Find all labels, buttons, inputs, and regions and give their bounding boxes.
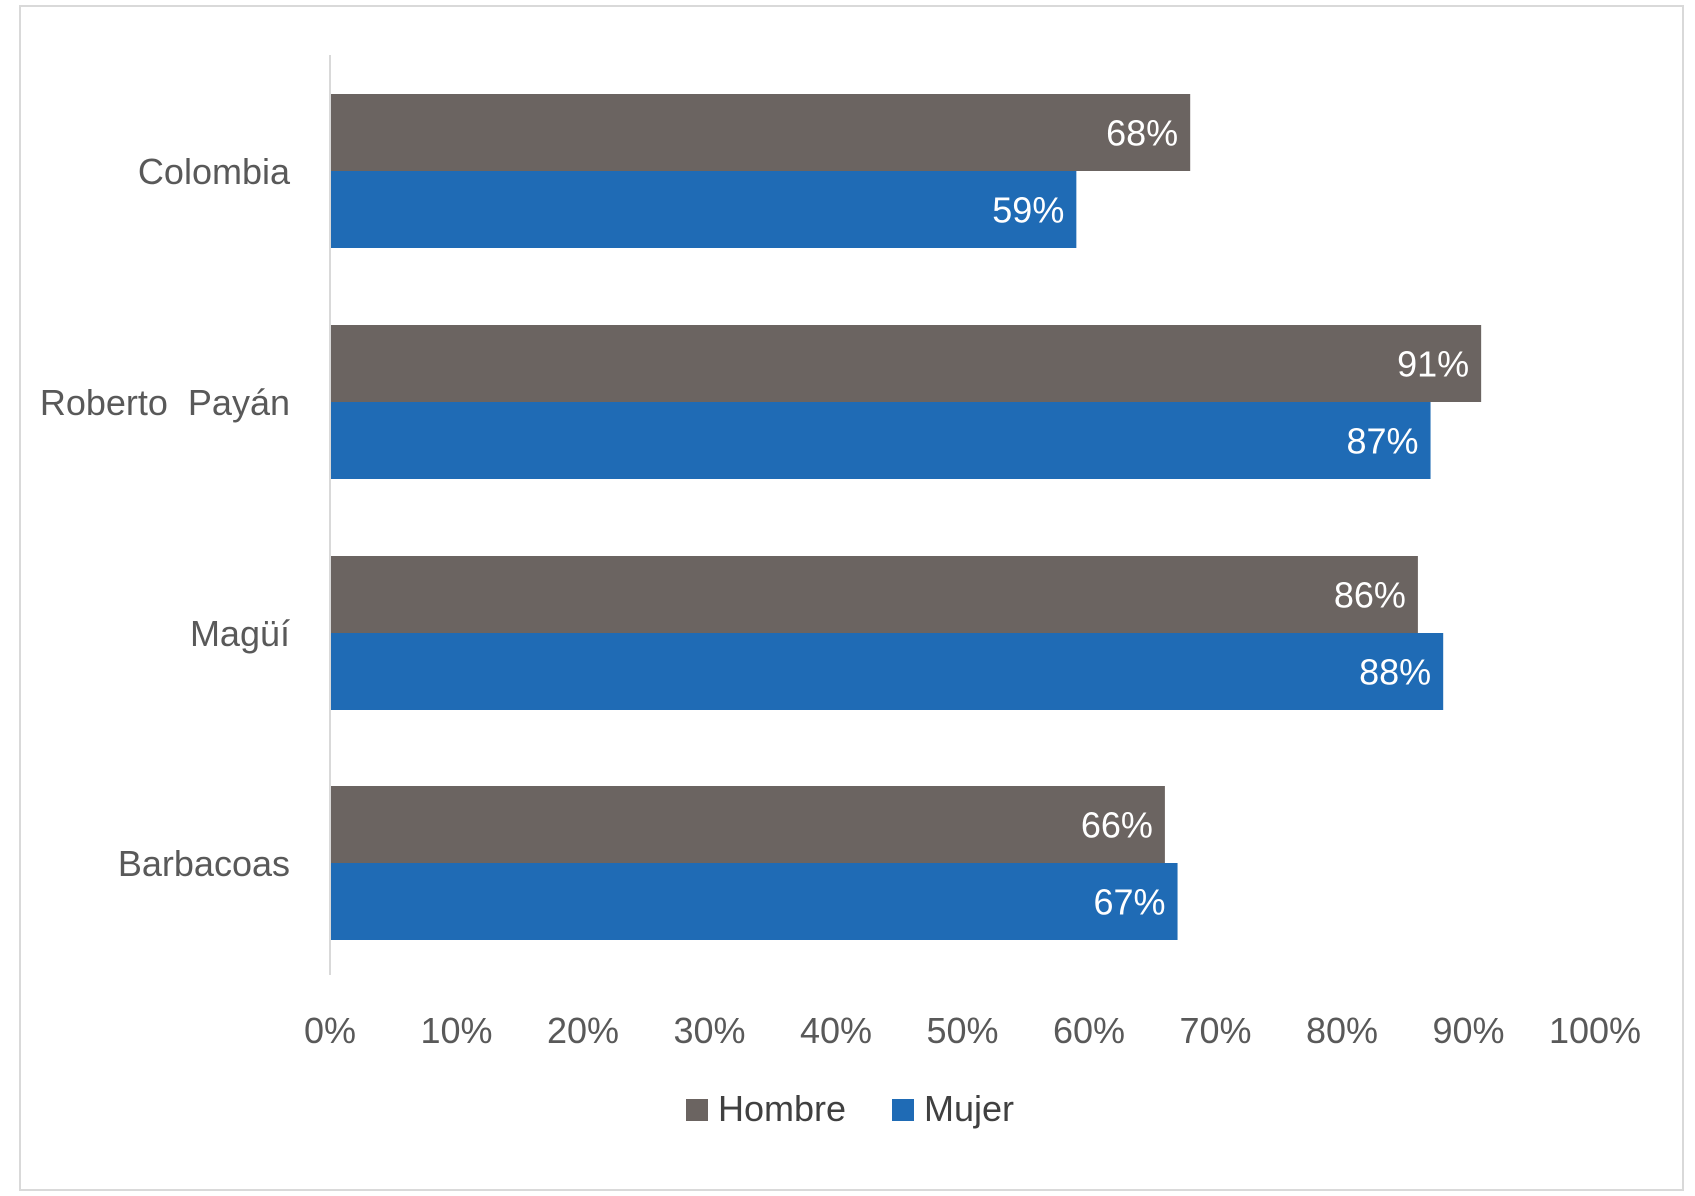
bar-mujer-0 (330, 171, 1077, 248)
x-tick-label-2: 20% (547, 1010, 619, 1051)
category-label-1: Roberto Payán (40, 382, 290, 423)
x-tick-label-10: 100% (1549, 1010, 1641, 1051)
legend-swatch-hombre (686, 1099, 708, 1121)
legend-swatch-mujer (892, 1099, 914, 1121)
x-tick-label-1: 10% (420, 1010, 492, 1051)
x-tick-label-7: 70% (1179, 1010, 1251, 1051)
x-tick-label-8: 80% (1306, 1010, 1378, 1051)
data-label-mujer-1: 87% (1346, 421, 1418, 462)
x-tick-label-6: 60% (1053, 1010, 1125, 1051)
x-tick-label-4: 40% (800, 1010, 872, 1051)
bar-mujer-2 (330, 633, 1444, 710)
category-label-0: Colombia (138, 151, 291, 192)
bar-mujer-1 (330, 402, 1431, 479)
legend: Hombre Mujer (686, 1088, 1014, 1129)
bars-group: 68% 59% 91% 87% 86% 88% 66% 67% (330, 94, 1482, 940)
legend-label-mujer: Mujer (924, 1088, 1014, 1129)
bar-hombre-3 (330, 786, 1165, 863)
data-label-hombre-2: 86% (1334, 575, 1406, 616)
data-label-mujer-3: 67% (1093, 882, 1165, 923)
x-tick-labels: 0% 10% 20% 30% 40% 50% 60% 70% 80% 90% 100% (304, 1010, 1641, 1051)
bar-hombre-0 (330, 94, 1191, 171)
x-tick-label-5: 50% (926, 1010, 998, 1051)
x-tick-label-3: 30% (673, 1010, 745, 1051)
data-label-mujer-2: 88% (1359, 652, 1431, 693)
x-tick-label-0: 0% (304, 1010, 356, 1051)
bar-hombre-2 (330, 556, 1418, 633)
data-label-hombre-3: 66% (1081, 805, 1153, 846)
data-label-hombre-1: 91% (1397, 344, 1469, 385)
category-label-3: Barbacoas (118, 843, 290, 884)
data-label-hombre-0: 68% (1106, 113, 1178, 154)
legend-label-hombre: Hombre (718, 1088, 846, 1129)
category-labels: Colombia Roberto Payán Magüí Barbacoas (40, 151, 291, 884)
category-label-2: Magüí (190, 613, 290, 654)
data-label-mujer-0: 59% (992, 190, 1064, 231)
bar-hombre-1 (330, 325, 1482, 402)
x-tick-label-9: 90% (1432, 1010, 1504, 1051)
bar-mujer-3 (330, 863, 1178, 940)
